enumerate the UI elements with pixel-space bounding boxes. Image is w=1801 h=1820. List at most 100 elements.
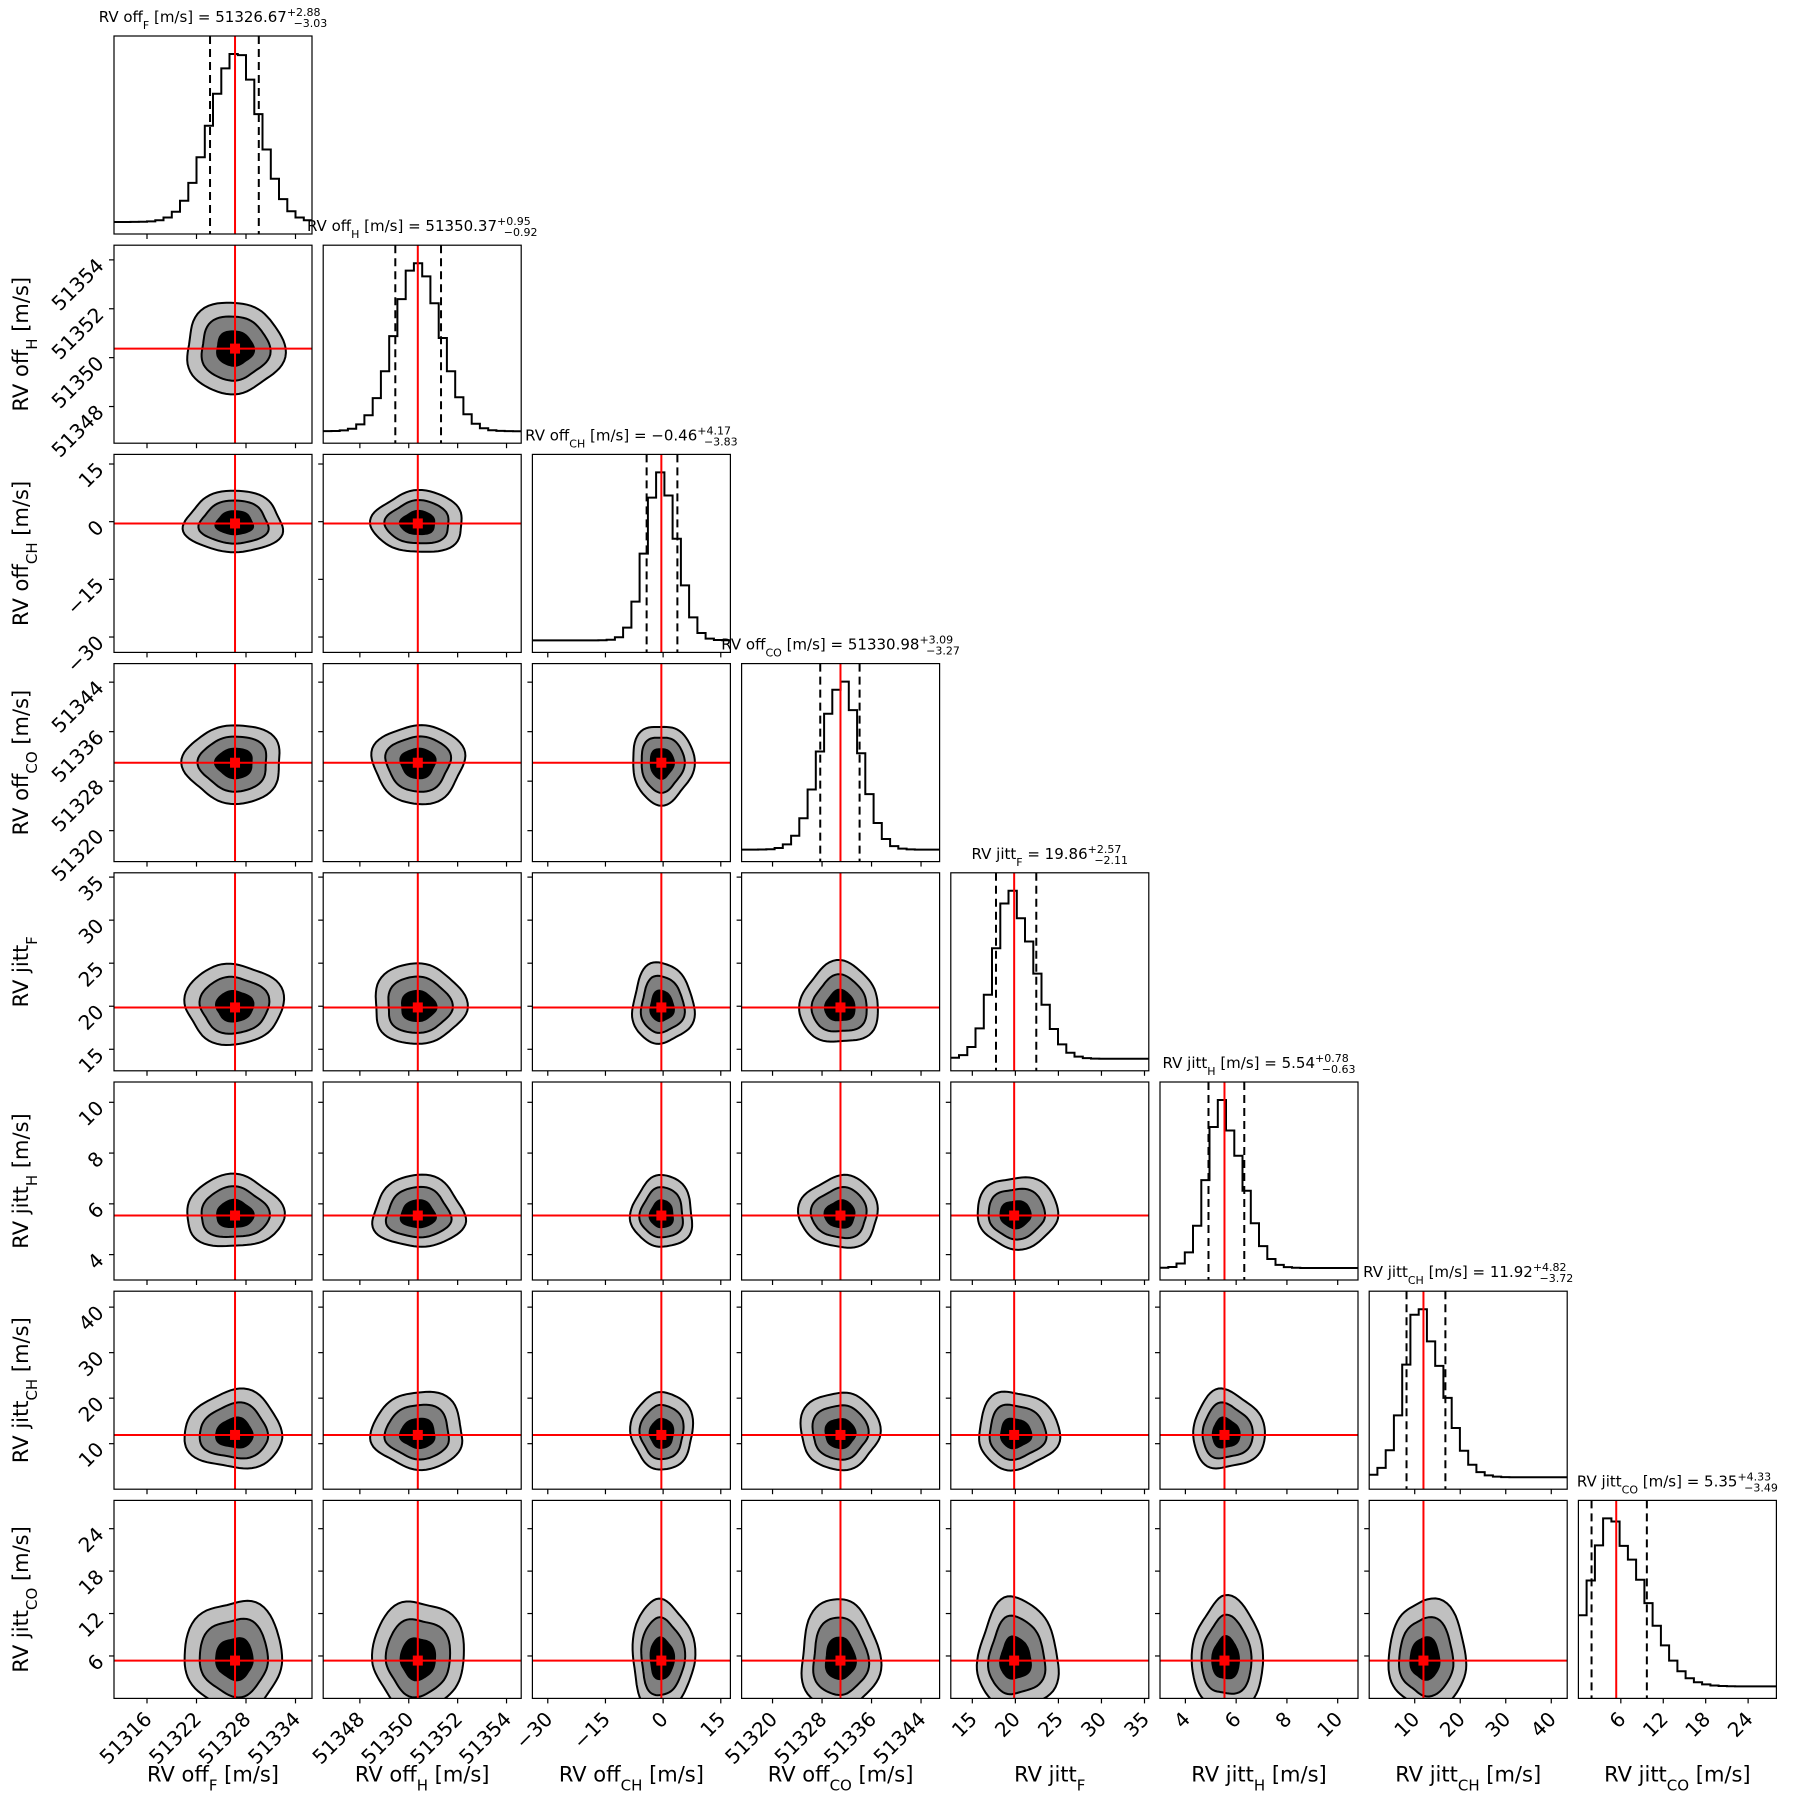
- truth-marker: [230, 1002, 241, 1013]
- panel-frame: [950, 1081, 1150, 1281]
- contour-panel-jitt_CH-vs-jitt_CO: [1364, 1499, 1568, 1704]
- contour-panel-jitt_H-vs-jitt_CO: [1155, 1499, 1359, 1704]
- y-tick-label: −15: [62, 573, 109, 620]
- truth-marker: [230, 518, 241, 529]
- y-tick-label: 6: [83, 1650, 109, 1676]
- truth-marker: [412, 518, 423, 529]
- truth-marker: [656, 1002, 667, 1013]
- y-tick-label: 8: [83, 1147, 109, 1173]
- x-tick-label: 10: [1389, 1707, 1424, 1742]
- truth-marker: [1219, 1655, 1230, 1666]
- panel-frame: [113, 244, 313, 444]
- contour-panel-jitt_H-vs-jitt_CH: [1155, 1290, 1359, 1495]
- x-tick-label: −30: [510, 1707, 557, 1754]
- panel-frame: [950, 1290, 1150, 1490]
- panel-frame: [113, 662, 313, 863]
- x-tick-label: 51328: [770, 1707, 832, 1769]
- panel-frame: [1368, 1499, 1568, 1700]
- truth-marker: [835, 1002, 846, 1013]
- contour-panel-off_CH-vs-jitt_CO: [527, 1499, 732, 1704]
- hist-panel-off_F: RV offF [m/s] = 51326.67+2.88 −3.03: [99, 6, 328, 239]
- truth-marker: [412, 1210, 423, 1221]
- panel-frame: [950, 872, 1150, 1072]
- hist-panel-jitt_CO: RV jittCO [m/s] = 5.35+4.33 −3.49: [1577, 1470, 1778, 1704]
- y-axis-label-off_H: RV offH [m/s]: [9, 277, 41, 412]
- x-axis-label-off_CO: RV offCO [m/s]: [768, 1762, 914, 1794]
- y-tick-label: 35: [74, 871, 109, 906]
- x-tick-label: 18: [1680, 1707, 1715, 1742]
- y-tick-label: 15: [74, 1043, 109, 1078]
- panel-frame: [113, 1081, 313, 1281]
- truth-marker: [1418, 1655, 1429, 1666]
- panel-frame: [740, 1290, 941, 1490]
- x-tick-label: 35: [1119, 1707, 1154, 1742]
- contour-panel-off_H-vs-jitt_CO: [318, 1499, 522, 1704]
- panel-frame: [531, 1499, 732, 1700]
- contour-panel-off_F-vs-off_CO: [109, 662, 313, 867]
- panel-frame: [740, 872, 941, 1072]
- contour-panel-off_F-vs-jitt_CO: [109, 1499, 313, 1704]
- contour-panel-off_CH-vs-jitt_CH: [527, 1290, 732, 1495]
- y-tick-label: 15: [74, 458, 109, 493]
- y-tick-label: 51348: [47, 400, 109, 462]
- y-tick-label: 6: [83, 1197, 109, 1223]
- contour-panel-jitt_F-vs-jitt_CO: [945, 1499, 1150, 1704]
- y-tick-label: 51336: [47, 725, 109, 787]
- x-tick-label: 51322: [144, 1707, 206, 1769]
- y-axis-label-jitt_H: RV jittH [m/s]: [9, 1113, 41, 1248]
- panel-frame: [113, 872, 313, 1072]
- truth-marker: [230, 757, 241, 768]
- truth-marker: [835, 1429, 846, 1440]
- x-tick-label: 51334: [243, 1707, 305, 1769]
- contour-panel-off_H-vs-jitt_H: [318, 1081, 522, 1285]
- y-tick-label: 51320: [47, 824, 109, 886]
- x-tick-label: 30: [1480, 1707, 1515, 1742]
- x-axis-label-jitt_F: RV jittF: [1014, 1762, 1085, 1794]
- truth-marker: [412, 1002, 423, 1013]
- contour-panel-jitt_F-vs-jitt_CH: [945, 1290, 1150, 1495]
- y-tick-label: 4: [83, 1248, 109, 1274]
- y-axis-label-jitt_CH: RV jittCH [m/s]: [9, 1317, 41, 1463]
- y-tick-label: 18: [74, 1565, 109, 1600]
- contour-panel-off_CH-vs-off_CO: [527, 662, 732, 867]
- panel-frame: [322, 1081, 522, 1281]
- x-tick-label: 24: [1723, 1707, 1758, 1742]
- truth-marker: [1009, 1655, 1020, 1666]
- x-tick-label: 0: [647, 1707, 673, 1733]
- hist-title: RV offCO [m/s] = 51330.98+3.09 −3.27: [721, 634, 960, 660]
- y-tick-label: 12: [74, 1607, 109, 1642]
- hist-panel-jitt_F: RV jittF = 19.86+2.57 −2.11: [950, 843, 1150, 1076]
- x-tick-label: 20: [1435, 1707, 1470, 1742]
- histogram-step: [1160, 1099, 1358, 1269]
- hist-title: RV offCH [m/s] = −0.46+4.17 −3.83: [525, 424, 738, 450]
- panel-frame: [113, 1499, 313, 1700]
- x-tick-label: 51316: [95, 1707, 157, 1769]
- y-tick-label: 10: [74, 1096, 109, 1131]
- truth-marker: [412, 1429, 423, 1440]
- truth-marker: [230, 1429, 241, 1440]
- x-tick-label: 51350: [356, 1707, 418, 1769]
- x-axis-label-jitt_CH: RV jittCH [m/s]: [1395, 1762, 1541, 1794]
- contour-panel-off_H-vs-jitt_F: [318, 872, 522, 1076]
- x-axis-label-off_CH: RV offCH [m/s]: [559, 1762, 704, 1794]
- x-tick-label: 6: [1220, 1707, 1246, 1733]
- hist-title: RV jittCH [m/s] = 11.92+4.82 −3.72: [1363, 1261, 1573, 1287]
- contour-panel-off_CH-vs-jitt_F: [527, 872, 732, 1076]
- contour-panel-off_H-vs-off_CH: [318, 453, 522, 658]
- y-tick-label: 51350: [47, 351, 109, 413]
- histogram-step: [114, 53, 312, 223]
- y-tick-label: 10: [74, 1437, 109, 1472]
- contour-panel-off_CO-vs-jitt_F: [736, 872, 941, 1076]
- truth-marker: [656, 757, 667, 768]
- contour-panel-off_CO-vs-jitt_CO: [736, 1499, 941, 1704]
- y-tick-label: 40: [74, 1301, 109, 1336]
- x-tick-label: 40: [1526, 1707, 1561, 1742]
- truth-marker: [1219, 1429, 1230, 1440]
- panel-frame: [1577, 1499, 1778, 1700]
- panel-frame: [531, 662, 732, 863]
- hist-title: RV offF [m/s] = 51326.67+2.88 −3.03: [99, 6, 328, 32]
- x-axis-label-jitt_CO: RV jittCO [m/s]: [1604, 1762, 1750, 1794]
- y-tick-label: 24: [74, 1522, 109, 1557]
- y-tick-label: 51354: [47, 253, 109, 315]
